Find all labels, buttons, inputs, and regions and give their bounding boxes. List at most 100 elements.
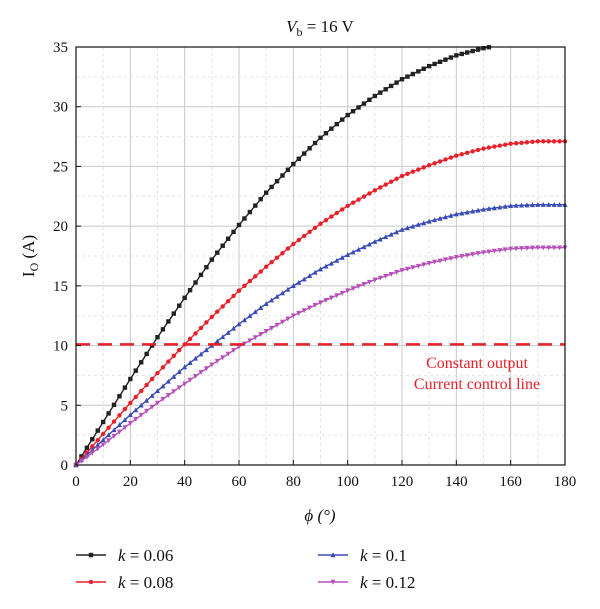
data-point xyxy=(285,316,291,322)
legend: k = 0.06 k = 0.08 k = 0.1 k = 0.12 xyxy=(76,546,415,592)
data-point xyxy=(155,400,160,406)
data-point xyxy=(231,229,236,235)
data-point xyxy=(280,173,285,178)
data-point xyxy=(459,210,465,216)
data-point xyxy=(111,433,117,439)
data-point xyxy=(323,131,329,136)
data-point xyxy=(437,59,443,65)
x-tick-label: 180 xyxy=(554,474,577,490)
data-point xyxy=(366,241,372,247)
data-point xyxy=(165,378,171,384)
data-point xyxy=(138,412,144,418)
data-point xyxy=(443,57,448,62)
data-point xyxy=(117,413,122,418)
data-point xyxy=(198,351,204,357)
data-point xyxy=(475,251,481,257)
data-point xyxy=(350,249,356,255)
data-point xyxy=(399,227,405,232)
data-point xyxy=(465,50,470,55)
data-point xyxy=(432,217,438,223)
data-point xyxy=(187,377,193,383)
data-point xyxy=(486,145,492,150)
x-axis-title: ϕ (°) xyxy=(304,506,336,525)
data-point xyxy=(100,431,106,437)
data-point xyxy=(513,246,519,252)
data-point xyxy=(399,173,405,179)
data-point xyxy=(84,445,90,451)
data-point xyxy=(432,61,437,67)
data-point xyxy=(421,262,427,268)
data-point xyxy=(279,290,285,296)
tick-layer: 0 20 40 60 80 100 120 140 160 180 0 5 10 15 20 25 30 35 xyxy=(53,40,576,490)
data-point xyxy=(546,139,551,144)
data-point xyxy=(84,454,90,460)
legend-item: k = 0.12 xyxy=(318,573,415,592)
data-point xyxy=(177,303,182,308)
data-point xyxy=(100,419,106,425)
data-point xyxy=(540,201,546,207)
data-point xyxy=(465,150,470,156)
data-point xyxy=(497,143,502,148)
data-point xyxy=(497,248,503,253)
data-point xyxy=(95,437,100,443)
data-point xyxy=(367,191,372,196)
data-point xyxy=(209,257,215,262)
data-point xyxy=(394,270,400,275)
data-point xyxy=(508,141,513,146)
data-point xyxy=(437,258,443,264)
data-point xyxy=(127,412,133,418)
data-point xyxy=(258,305,264,311)
data-point xyxy=(318,135,323,140)
data-point xyxy=(356,246,362,252)
data-point xyxy=(236,344,242,350)
data-point xyxy=(187,360,193,365)
data-point xyxy=(546,245,552,251)
data-point xyxy=(361,101,367,106)
data-point xyxy=(160,383,166,389)
data-point xyxy=(263,264,269,269)
data-point xyxy=(345,203,350,209)
data-point xyxy=(193,331,198,336)
data-point xyxy=(149,376,155,382)
data-point xyxy=(475,207,481,213)
data-point xyxy=(176,369,182,375)
data-point xyxy=(524,245,530,251)
data-point xyxy=(378,90,383,95)
data-point xyxy=(415,222,421,227)
data-point xyxy=(421,165,426,170)
data-point xyxy=(198,325,204,331)
data-point xyxy=(106,432,112,438)
y-tick-label: 0 xyxy=(61,458,69,474)
data-point xyxy=(481,146,486,151)
data-point xyxy=(198,272,204,278)
data-point xyxy=(225,298,231,304)
data-point xyxy=(111,402,117,408)
y-tick-label: 15 xyxy=(53,279,68,295)
data-point xyxy=(394,176,399,182)
data-point xyxy=(334,210,339,216)
data-point xyxy=(127,421,133,426)
data-point xyxy=(394,229,400,235)
data-point xyxy=(502,247,508,253)
data-point xyxy=(274,179,280,184)
data-point xyxy=(383,87,388,92)
data-point xyxy=(231,293,236,299)
y-axis-title: IO (A) xyxy=(19,235,41,277)
data-point xyxy=(356,284,362,290)
data-point xyxy=(166,319,171,324)
data-point xyxy=(209,314,215,320)
data-point xyxy=(399,268,405,274)
data-point xyxy=(529,245,535,251)
data-point xyxy=(459,254,465,259)
data-point xyxy=(279,319,285,325)
data-point xyxy=(116,422,122,428)
data-point xyxy=(383,182,388,187)
data-point xyxy=(529,202,535,208)
data-point xyxy=(95,446,101,452)
data-point xyxy=(236,222,242,228)
data-point xyxy=(133,368,138,373)
data-point xyxy=(171,311,176,316)
x-tick-label: 80 xyxy=(286,474,301,490)
data-point xyxy=(491,205,497,211)
data-point xyxy=(214,338,220,344)
